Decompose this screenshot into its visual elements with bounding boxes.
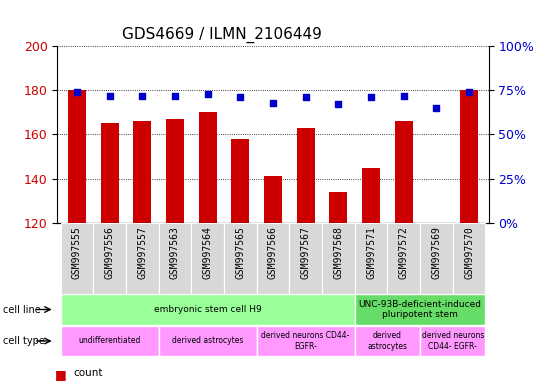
Bar [100,123,118,223]
Bar [329,192,347,223]
Text: GSM997572: GSM997572 [399,226,409,279]
Text: count: count [74,368,103,378]
Point [138,93,147,99]
Point [73,89,81,95]
Text: GSM997571: GSM997571 [366,226,376,279]
Point [203,91,212,97]
Text: GSM997565: GSM997565 [235,226,245,279]
Bar [355,295,485,324]
Bar [61,295,355,324]
Bar [420,223,453,294]
Bar [355,223,387,294]
Point [465,89,473,95]
Bar [257,223,289,294]
Text: ■: ■ [55,368,67,381]
Point [301,94,310,100]
Bar [257,326,355,356]
Point [105,93,114,99]
Point [432,105,441,111]
Text: undifferentiated: undifferentiated [79,336,141,346]
Text: GSM997567: GSM997567 [301,226,311,279]
Text: GSM997557: GSM997557 [137,226,147,279]
Bar [362,167,380,223]
Bar [224,223,257,294]
Bar [355,326,420,356]
Text: derived neurons
CD44- EGFR-: derived neurons CD44- EGFR- [422,331,484,351]
Bar [395,121,413,223]
Bar [191,223,224,294]
Text: derived
astrocytes: derived astrocytes [367,331,407,351]
Text: UNC-93B-deficient-induced
pluripotent stem: UNC-93B-deficient-induced pluripotent st… [359,300,482,319]
Text: cell line: cell line [3,305,40,314]
Text: GSM997569: GSM997569 [431,226,441,279]
Text: GSM997568: GSM997568 [334,226,343,279]
Bar [199,112,217,223]
Text: GSM997570: GSM997570 [464,226,474,279]
Bar [322,223,355,294]
Bar [61,326,159,356]
Text: GSM997563: GSM997563 [170,226,180,279]
Bar [453,223,485,294]
Text: GDS4669 / ILMN_2106449: GDS4669 / ILMN_2106449 [122,27,322,43]
Bar [296,128,314,223]
Bar [166,119,184,223]
Text: GSM997566: GSM997566 [268,226,278,279]
Point [334,101,343,108]
Bar [93,223,126,294]
Text: GSM997555: GSM997555 [72,226,82,279]
Bar [126,223,159,294]
Text: GSM997564: GSM997564 [203,226,212,279]
Bar [460,90,478,223]
Bar [159,326,257,356]
Point [367,94,376,100]
Text: cell type: cell type [3,336,45,346]
Bar [133,121,151,223]
Bar [264,176,282,223]
Text: derived neurons CD44-
EGFR-: derived neurons CD44- EGFR- [262,331,350,351]
Point [236,94,245,100]
Bar [68,90,86,223]
Bar [232,139,250,223]
Bar [420,326,485,356]
Bar [159,223,191,294]
Point [399,93,408,99]
Point [269,99,277,106]
Point [170,93,179,99]
Bar [61,223,93,294]
Text: embryonic stem cell H9: embryonic stem cell H9 [154,305,262,314]
Bar [387,223,420,294]
Text: derived astrocytes: derived astrocytes [172,336,244,346]
Text: GSM997556: GSM997556 [105,226,115,279]
Bar [289,223,322,294]
